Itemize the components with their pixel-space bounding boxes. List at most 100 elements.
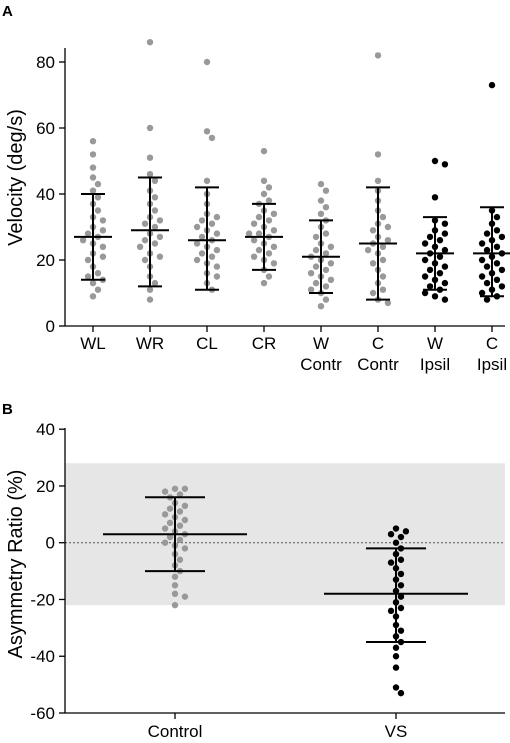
data-point-control xyxy=(166,505,174,512)
data-point-c-contr xyxy=(384,299,392,307)
y-tick-label: 20 xyxy=(36,477,55,496)
data-point-cr xyxy=(260,279,268,287)
data-point-wl xyxy=(94,286,102,293)
data-point-w-ipsil xyxy=(421,273,429,280)
y-tick-label: 80 xyxy=(36,53,55,72)
data-point-cl xyxy=(208,134,216,142)
data-point-cr xyxy=(250,220,258,227)
data-point-wl xyxy=(94,270,102,277)
data-point-c-contr xyxy=(379,256,387,264)
data-point-c-ipsil xyxy=(478,273,486,280)
panel-b-y-axis-title: Asymmetry Ratio (%) xyxy=(5,470,27,659)
y-tick-label: 0 xyxy=(46,317,55,336)
data-point-c-ipsil xyxy=(493,260,501,267)
data-point-w-ipsil xyxy=(441,220,449,227)
x-tick-label-w-contr: W xyxy=(313,334,329,353)
data-point-w-ipsil xyxy=(431,157,439,165)
x-tick-label-control: Control xyxy=(148,722,203,741)
data-point-vs xyxy=(397,570,405,578)
data-point-wr xyxy=(136,243,144,250)
data-point-cr xyxy=(250,253,258,260)
data-point-cr xyxy=(260,177,268,184)
data-point-wr xyxy=(146,296,154,303)
data-point-w-ipsil xyxy=(436,270,444,277)
x-tick-label-c-contr: C xyxy=(372,334,384,353)
panel-b-x-tick-labels: Control VS xyxy=(148,713,407,741)
data-point-vs xyxy=(392,684,400,691)
data-point-wr xyxy=(146,286,154,293)
data-point-c-ipsil xyxy=(483,279,491,287)
data-point-control xyxy=(161,511,169,518)
data-point-c-ipsil xyxy=(483,246,491,254)
data-point-w-ipsil xyxy=(426,266,434,274)
x-tick-label-w-ipsil: W xyxy=(427,334,443,353)
data-point-vs xyxy=(397,582,405,589)
y-tick-label: -60 xyxy=(30,704,55,723)
data-point-control xyxy=(181,545,189,552)
data-point-w-contr xyxy=(322,266,330,274)
data-point-cl xyxy=(213,273,221,280)
data-point-wr xyxy=(151,223,159,231)
data-point-c-contr xyxy=(374,52,382,59)
y-tick-label: -40 xyxy=(30,647,55,666)
data-point-cl xyxy=(208,220,216,227)
data-point-wr xyxy=(146,124,154,132)
data-point-wl xyxy=(99,243,107,250)
panel-a-letter: A xyxy=(2,3,13,20)
x-tick-label-c-ipsil: C xyxy=(486,334,498,353)
data-point-w-contr xyxy=(322,250,330,257)
data-point-wr xyxy=(146,39,154,46)
data-point-cl xyxy=(213,213,221,221)
data-point-wr xyxy=(156,253,164,260)
data-point-cr xyxy=(265,273,273,280)
data-point-wl xyxy=(79,237,87,244)
x-tick-label-w-ipsil: Ipsil xyxy=(420,355,450,374)
x-tick-label-cr: CR xyxy=(252,334,277,353)
data-point-wl xyxy=(84,256,92,264)
data-point-cr xyxy=(265,250,273,257)
y-tick-label: 20 xyxy=(36,251,55,270)
x-tick-label-cl: CL xyxy=(196,334,218,353)
data-point-control xyxy=(176,508,184,515)
data-point-control xyxy=(176,522,184,529)
data-point-w-contr xyxy=(327,243,335,250)
data-point-c-ipsil xyxy=(493,227,501,234)
data-point-control xyxy=(161,539,169,546)
data-point-wl xyxy=(99,217,107,224)
data-point-w-contr xyxy=(312,263,320,270)
data-point-w-contr xyxy=(317,197,325,204)
data-point-cr xyxy=(255,213,263,221)
data-point-wl xyxy=(99,227,107,234)
data-point-wl xyxy=(89,174,97,181)
data-point-vs xyxy=(392,644,400,651)
data-point-w-contr xyxy=(317,303,325,310)
data-point-c-contr xyxy=(369,227,377,234)
data-point-cl xyxy=(198,217,206,224)
data-point-c-contr xyxy=(374,177,382,184)
data-point-c-ipsil xyxy=(478,289,486,297)
data-point-w-contr xyxy=(317,180,325,188)
data-point-cr xyxy=(250,237,258,244)
data-point-control xyxy=(171,485,179,492)
data-point-wl xyxy=(89,279,97,287)
data-point-c-ipsil xyxy=(478,256,486,264)
data-point-w-ipsil xyxy=(441,246,449,254)
data-point-c-contr xyxy=(379,273,387,280)
data-point-w-contr xyxy=(307,270,315,277)
data-point-vs xyxy=(397,689,405,697)
data-point-c-contr xyxy=(379,213,387,221)
data-point-vs xyxy=(387,559,395,566)
data-point-c-ipsil xyxy=(493,243,501,250)
data-point-vs xyxy=(387,607,395,615)
data-point-wl xyxy=(84,273,92,280)
data-point-control xyxy=(166,519,174,527)
data-point-vs xyxy=(397,604,405,612)
data-point-w-contr xyxy=(317,210,325,217)
data-point-c-ipsil xyxy=(498,233,506,241)
data-point-cl xyxy=(203,177,211,184)
data-point-cl xyxy=(203,128,211,135)
data-point-c-ipsil xyxy=(488,81,496,89)
data-point-vs xyxy=(392,539,400,546)
data-point-c-ipsil xyxy=(478,240,486,247)
